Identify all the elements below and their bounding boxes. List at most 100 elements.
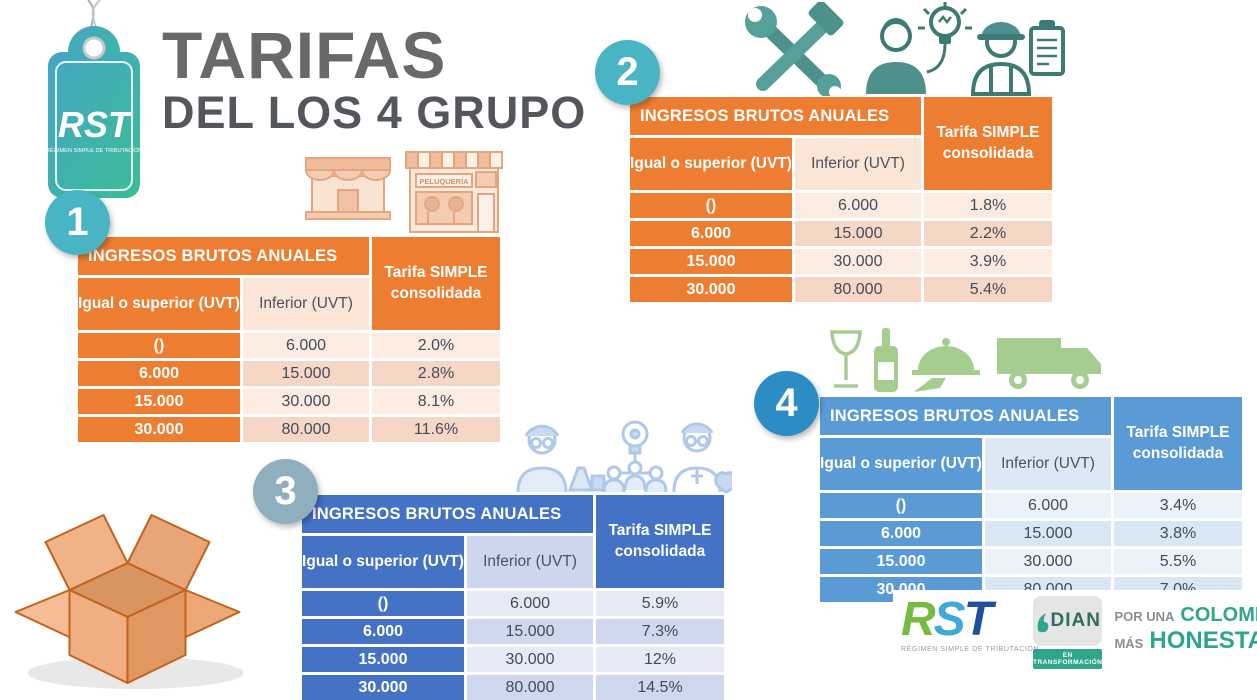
- table-cell: 30.000: [467, 647, 593, 672]
- construction-worker-icon: [970, 20, 1065, 96]
- rst-logo: RST RÉGIMEN SIMPLE DE TRIBUTACIÓN: [901, 593, 1040, 654]
- table-cell: 15.000: [820, 549, 982, 574]
- slogan: POR UNA COLOMBIA MÁS HONESTA: [1114, 596, 1257, 655]
- slogan-honesta: HONESTA: [1149, 627, 1257, 654]
- table-cell: 6.000: [820, 521, 982, 546]
- table-cell: (): [630, 193, 792, 218]
- title-block: TARIFAS DEL LOS 4 GRUPO: [162, 22, 586, 135]
- table-cell: 15.000: [302, 647, 464, 672]
- table-cell: 30.000: [795, 249, 921, 274]
- table-cell: 3.8%: [1114, 521, 1242, 546]
- table-header-inferior: Inferior (UVT): [795, 138, 921, 190]
- table-cell: (): [302, 591, 464, 616]
- table-cell: 6.000: [795, 193, 921, 218]
- table-cell: 15.000: [985, 521, 1111, 546]
- table-header-inferior: Inferior (UVT): [985, 438, 1111, 490]
- table-cell: 14.5%: [596, 675, 724, 700]
- table-header-igual: Igual o superior (UVT): [302, 536, 464, 588]
- table-cell: 1.8%: [924, 193, 1052, 218]
- hair-salon-icon: [405, 151, 503, 233]
- table-cell: 80.000: [467, 675, 593, 700]
- group-4-badge: 4: [754, 371, 819, 436]
- rst-logo-t: T: [963, 593, 993, 646]
- page-subtitle: DEL LOS 4 GRUPO: [162, 87, 587, 138]
- slogan-por-una: POR UNA: [1114, 609, 1175, 624]
- group-4-number: 4: [775, 381, 798, 425]
- group-3-table: INGRESOS BRUTOS ANUALES Tarifa SIMPLE co…: [302, 495, 724, 700]
- table-header-tarifa: Tarifa SIMPLE consolidada: [596, 495, 724, 588]
- tools-and-workers-icons: [745, 2, 1065, 96]
- group-1-number: 1: [66, 200, 89, 244]
- group-4-table: INGRESOS BRUTOS ANUALES Tarifa SIMPLE co…: [820, 397, 1242, 602]
- table-cell: 8.1%: [372, 389, 500, 414]
- table-cell: 15.000: [795, 221, 921, 246]
- table-cell: 6.000: [630, 221, 792, 246]
- table-header-tarifa: Tarifa SIMPLE consolidada: [1114, 397, 1242, 490]
- truck-icon: [997, 338, 1101, 389]
- footer-logos: RST RÉGIMEN SIMPLE DE TRIBUTACIÓN DIAN E…: [893, 590, 1257, 700]
- wine-glass-icon: [830, 330, 862, 388]
- table-header-tarifa: Tarifa SIMPLE consolidada: [372, 237, 500, 330]
- table-header-ingresos: INGRESOS BRUTOS ANUALES: [820, 397, 1111, 435]
- cardboard-box-icon: [14, 514, 244, 689]
- table-cell: 80.000: [795, 277, 921, 302]
- table-cell: 11.6%: [372, 417, 500, 442]
- store-icon: [304, 157, 392, 220]
- table-cell: 30.000: [630, 277, 792, 302]
- table-cell: 30.000: [985, 549, 1111, 574]
- rst-logo-r: R: [901, 593, 936, 646]
- table-cell: 2.2%: [924, 221, 1052, 246]
- table-cell: 3.9%: [924, 249, 1052, 274]
- tag-rst-text: RST: [58, 104, 133, 145]
- dian-logo: DIAN EN TRANSFORMACIÓN: [1033, 596, 1103, 669]
- table-cell: 3.4%: [1114, 493, 1242, 518]
- salon-sign-text: PELUQUERÍA: [419, 177, 469, 186]
- table-cell: 6.000: [243, 333, 369, 358]
- group-1-table: INGRESOS BRUTOS ANUALES Tarifa SIMPLE co…: [78, 237, 500, 442]
- table-cell: 7.3%: [596, 619, 724, 644]
- slogan-colombia: COLOMBIA: [1180, 604, 1257, 626]
- tag-rst-caption: RÉGIMEN SIMPLE DE TRIBUTACIÓN: [46, 147, 142, 154]
- technician-idea-icon: [866, 2, 972, 94]
- table-header-ingresos: INGRESOS BRUTOS ANUALES: [630, 97, 921, 135]
- table-cell: 6.000: [985, 493, 1111, 518]
- table-cell: 2.0%: [372, 333, 500, 358]
- table-cell: 5.4%: [924, 277, 1052, 302]
- professionals-icons: [516, 420, 732, 494]
- table-cell: 15.000: [630, 249, 792, 274]
- table-cell: 30.000: [78, 417, 240, 442]
- table-cell: (): [820, 493, 982, 518]
- doctor-icon: [672, 422, 732, 494]
- slogan-mas: MÁS: [1114, 636, 1144, 651]
- rst-logo-caption: RÉGIMEN SIMPLE DE TRIBUTACIÓN: [901, 646, 1040, 653]
- table-cell: 5.9%: [596, 591, 724, 616]
- group-3-badge: 3: [253, 459, 318, 524]
- table-cell: 2.8%: [372, 361, 500, 386]
- page-title: TARIFAS: [162, 18, 447, 92]
- storefront-icons: PELUQUERÍA: [304, 151, 503, 233]
- table-header-igual: Igual o superior (UVT): [78, 278, 240, 330]
- table-cell: 5.5%: [1114, 549, 1242, 574]
- table-cell: 6.000: [467, 591, 593, 616]
- group-2-number: 2: [616, 50, 639, 94]
- scientist-icon: [516, 424, 606, 493]
- group-2-table: INGRESOS BRUTOS ANUALES Tarifa SIMPLE co…: [630, 97, 1052, 302]
- group-3-number: 3: [274, 469, 297, 513]
- table-cell: 15.000: [243, 361, 369, 386]
- food-service-icon: [912, 338, 980, 392]
- table-cell: 12%: [596, 647, 724, 672]
- group-2-badge: 2: [595, 40, 660, 105]
- table-header-ingresos: INGRESOS BRUTOS ANUALES: [302, 495, 593, 533]
- table-header-igual: Igual o superior (UVT): [820, 438, 982, 490]
- tag-hole: [82, 36, 106, 60]
- wrench-hammer-icon: [745, 2, 844, 96]
- table-cell: 80.000: [243, 417, 369, 442]
- table-cell: 30.000: [243, 389, 369, 414]
- table-header-inferior: Inferior (UVT): [243, 278, 369, 330]
- dian-comma-icon: [1037, 613, 1048, 633]
- table-cell: 6.000: [302, 619, 464, 644]
- dian-logo-name: DIAN: [1050, 610, 1101, 631]
- food-and-transport-icons: [830, 328, 1101, 392]
- table-header-tarifa: Tarifa SIMPLE consolidada: [924, 97, 1052, 190]
